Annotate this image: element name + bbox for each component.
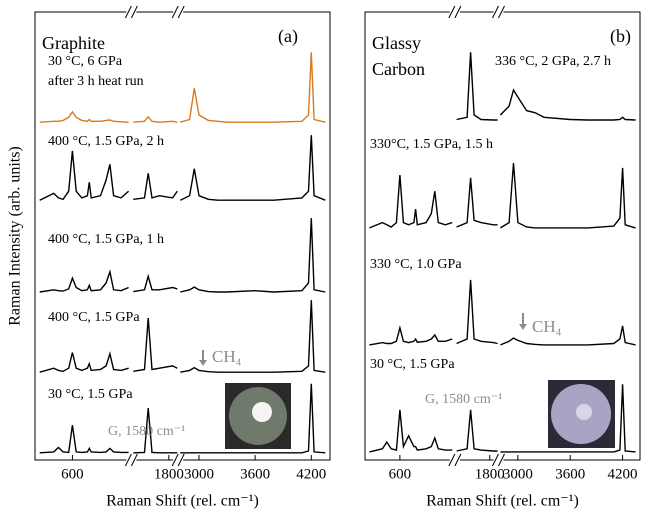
axis-break	[171, 5, 179, 19]
axis-break	[498, 5, 505, 19]
axis-break	[498, 453, 505, 467]
inset-photo	[548, 380, 615, 448]
inset-photo	[225, 383, 291, 449]
spectrum-line	[39, 383, 326, 454]
x-axis-label: Raman Shift (rel. cm⁻¹)	[106, 493, 259, 510]
annotation: 30 °C, 6 GPa	[48, 54, 123, 69]
x-tick-label: 1800	[475, 466, 505, 482]
spectrum-line	[39, 300, 326, 373]
annotation: CH₄	[532, 317, 562, 336]
annotation: Carbon	[372, 59, 425, 79]
axis-break	[449, 455, 460, 465]
annotation: G, 1580 cm⁻¹	[108, 424, 185, 439]
arrow	[199, 360, 207, 366]
axis-break	[493, 455, 504, 465]
axis-break	[177, 453, 185, 467]
annotation: CH₄	[212, 347, 242, 366]
x-tick-label: 1800	[154, 466, 184, 482]
x-tick-label: 4200	[296, 466, 326, 482]
axis-break	[449, 7, 460, 17]
x-tick-label: 600	[61, 466, 84, 482]
x-tick-label: 3000	[503, 466, 533, 482]
axis-break	[448, 453, 456, 467]
axis-break	[124, 453, 132, 467]
axis-break	[171, 453, 179, 467]
annotation: 30 °C, 1.5 GPa	[48, 387, 133, 402]
axis-break	[177, 5, 185, 19]
annotation: (a)	[278, 26, 298, 47]
x-axis-label: Raman Shift (rel. cm⁻¹)	[426, 493, 579, 510]
axis-break	[126, 7, 137, 17]
annotation: Glassy	[372, 33, 421, 53]
annotation: after 3 h heat run	[48, 74, 144, 89]
annotation: 30 °C, 1.5 GPa	[370, 357, 455, 372]
axis-break	[124, 5, 132, 19]
x-tick-label: 3600	[555, 466, 585, 482]
annotation: 400 °C, 1.5 GPa, 2 h	[48, 134, 164, 149]
spectrum-line	[369, 384, 636, 453]
axis-break	[126, 455, 137, 465]
y-axis-label: Raman Intensity (arb. units)	[7, 146, 24, 326]
axis-break	[130, 5, 138, 19]
arrow	[519, 324, 527, 330]
spectrum-line	[369, 279, 636, 346]
axis-break	[173, 455, 184, 465]
spectrum-line	[39, 52, 326, 123]
annotation: G, 1580 cm⁻¹	[425, 392, 502, 407]
annotation: Graphite	[42, 33, 105, 53]
axis-break	[493, 7, 504, 17]
annotation: 400 °C, 1.5 GPa, 1 h	[48, 232, 164, 247]
axis-break	[448, 5, 456, 19]
x-tick-label: 4200	[608, 466, 638, 482]
annotation: (b)	[610, 26, 631, 47]
axis-break	[173, 7, 184, 17]
x-tick-label: 3600	[240, 466, 270, 482]
annotation: 330°C, 1.5 GPa, 1.5 h	[370, 137, 493, 152]
x-tick-label: 600	[389, 466, 412, 482]
spectrum-line	[39, 135, 326, 201]
x-tick-label: 3000	[184, 466, 214, 482]
annotation: 330 °C, 1.0 GPa	[370, 257, 462, 272]
axis-break	[492, 453, 499, 467]
axis-break	[130, 453, 138, 467]
spectrum-line	[456, 52, 636, 121]
axis-break	[454, 5, 462, 19]
annotation: 336 °C, 2 GPa, 2.7 h	[495, 54, 611, 69]
axis-break	[492, 5, 499, 19]
spectrum-line	[39, 218, 326, 293]
spectrum-line	[369, 162, 636, 229]
axis-break	[454, 453, 462, 467]
annotation: 400 °C, 1.5 GPa	[48, 310, 140, 325]
